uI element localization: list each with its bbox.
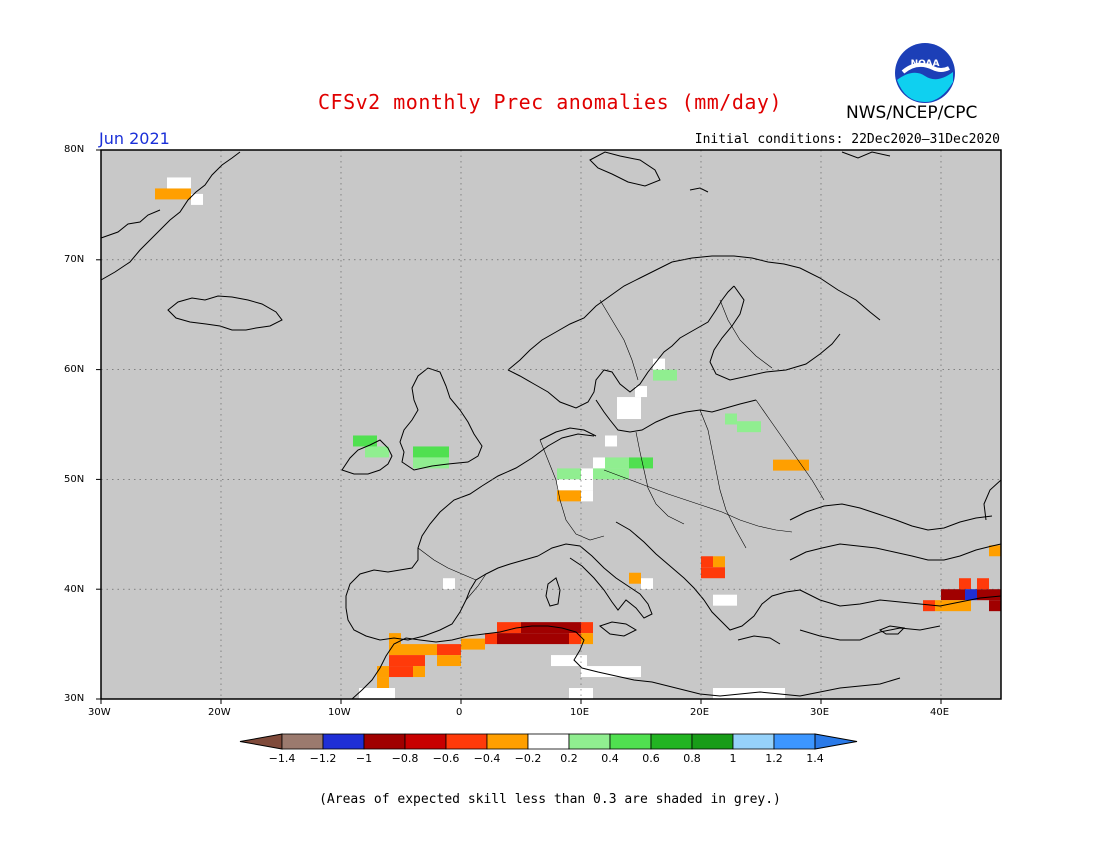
skill-note: (Areas of expected skill less than 0.3 a…	[319, 792, 781, 807]
anomaly-cell	[581, 490, 593, 502]
anomaly-cell	[617, 397, 641, 420]
anomaly-cell	[569, 633, 581, 645]
anomaly-cell	[629, 572, 641, 584]
anomaly-cell	[629, 457, 653, 469]
anomaly-cell	[977, 589, 1001, 601]
svg-text:NOAA: NOAA	[911, 59, 940, 69]
anomaly-cell	[353, 435, 377, 447]
anomaly-cell	[653, 358, 665, 370]
color-bar-label: 0.2	[560, 752, 578, 765]
anomaly-cell	[155, 188, 191, 200]
color-bar-label: 0.8	[683, 752, 701, 765]
lon-label-30e: 30E	[810, 707, 830, 718]
anomaly-cell	[557, 490, 581, 502]
anomaly-cell	[413, 457, 449, 469]
lat-label-70n: 70N	[64, 254, 85, 265]
valid-month-label: Jun 2021	[99, 129, 170, 148]
anomaly-cell	[551, 655, 587, 667]
anomaly-cell	[497, 633, 569, 645]
anomaly-cell	[605, 435, 617, 447]
anomaly-cell	[497, 622, 521, 634]
anomaly-cell	[701, 556, 713, 568]
anomaly-cell	[461, 638, 485, 650]
lon-label-10e: 10E	[570, 707, 590, 718]
map-title: CFSv2 monthly Prec anomalies (mm/day)	[317, 90, 783, 114]
anomaly-cell	[377, 666, 389, 678]
anomaly-cell	[581, 633, 593, 645]
anomaly-cell	[191, 193, 203, 205]
anomaly-cell	[977, 578, 989, 590]
anomaly-cell	[941, 589, 965, 601]
noaa-logo: NOAA	[893, 42, 957, 108]
anomaly-cell	[557, 468, 581, 480]
color-bar-label: 0.6	[642, 752, 660, 765]
lon-label-0: 0	[456, 707, 463, 718]
anomaly-cell	[959, 578, 971, 590]
anomaly-cell	[581, 468, 593, 480]
initial-conditions-label: Initial conditions: 22Dec2020–31Dec2020	[694, 132, 1000, 147]
color-bar-label: −0.4	[473, 752, 501, 765]
anomaly-cell	[923, 600, 935, 612]
anomaly-cell	[389, 666, 413, 678]
anomaly-cell	[437, 655, 461, 667]
anomaly-cell	[413, 666, 425, 678]
anomaly-cell	[167, 177, 191, 189]
anomaly-cell	[389, 655, 425, 667]
anomaly-cell	[713, 556, 725, 568]
anomaly-cell	[593, 457, 605, 469]
color-bar-label: 1.4	[806, 752, 824, 765]
anomaly-cell	[437, 644, 461, 656]
anomaly-cell	[485, 633, 497, 645]
anomaly-cell	[701, 567, 725, 579]
lat-label-80n: 80N	[64, 144, 85, 155]
anomaly-cell	[521, 622, 581, 634]
color-bar-label: −0.2	[514, 752, 542, 765]
anomaly-cell	[443, 578, 455, 590]
anomaly-cell	[935, 600, 971, 612]
color-bar-label: −1.4	[268, 752, 296, 765]
lon-label-20w: 20W	[208, 707, 231, 718]
anomaly-cell	[377, 677, 389, 689]
anomaly-cell	[773, 459, 809, 471]
anomaly-cell	[581, 666, 641, 678]
anomaly-cell	[605, 457, 629, 469]
anomaly-cell	[569, 688, 593, 699]
anomaly-cell	[359, 688, 395, 699]
lon-label-40e: 40E	[930, 707, 950, 718]
anomaly-cell	[989, 600, 1001, 612]
color-bar-label: 1	[729, 752, 737, 765]
color-bar-label: 0.4	[601, 752, 619, 765]
anomaly-cell	[557, 479, 593, 491]
anomaly-cell	[641, 578, 653, 590]
lon-label-30w: 30W	[88, 707, 111, 718]
color-bar-label: −0.8	[391, 752, 419, 765]
color-bar-label: −1	[355, 752, 373, 765]
lat-label-30n: 30N	[64, 693, 85, 704]
lat-label-50n: 50N	[64, 474, 85, 485]
anomaly-cell	[389, 644, 437, 656]
anomaly-cell	[581, 622, 593, 634]
lat-label-40n: 40N	[64, 584, 85, 595]
anomaly-cell	[593, 468, 629, 480]
anomaly-cell	[965, 589, 977, 601]
lon-label-20e: 20E	[690, 707, 710, 718]
anomaly-cell	[635, 386, 647, 398]
organization-label: NWS/NCEP/CPC	[846, 103, 978, 123]
lon-label-10w: 10W	[328, 707, 351, 718]
anomaly-cell	[989, 545, 1001, 557]
anomaly-cell	[725, 413, 737, 425]
lat-label-60n: 60N	[64, 364, 85, 375]
anomaly-cell	[413, 446, 449, 458]
anomaly-cell	[653, 369, 677, 381]
color-bar-label: −0.6	[432, 752, 460, 765]
anomaly-cell	[737, 421, 761, 433]
anomaly-cell	[365, 446, 389, 458]
color-bar-label: −1.2	[309, 752, 337, 765]
anomaly-cell	[713, 594, 737, 606]
color-bar-label: 1.2	[765, 752, 783, 765]
